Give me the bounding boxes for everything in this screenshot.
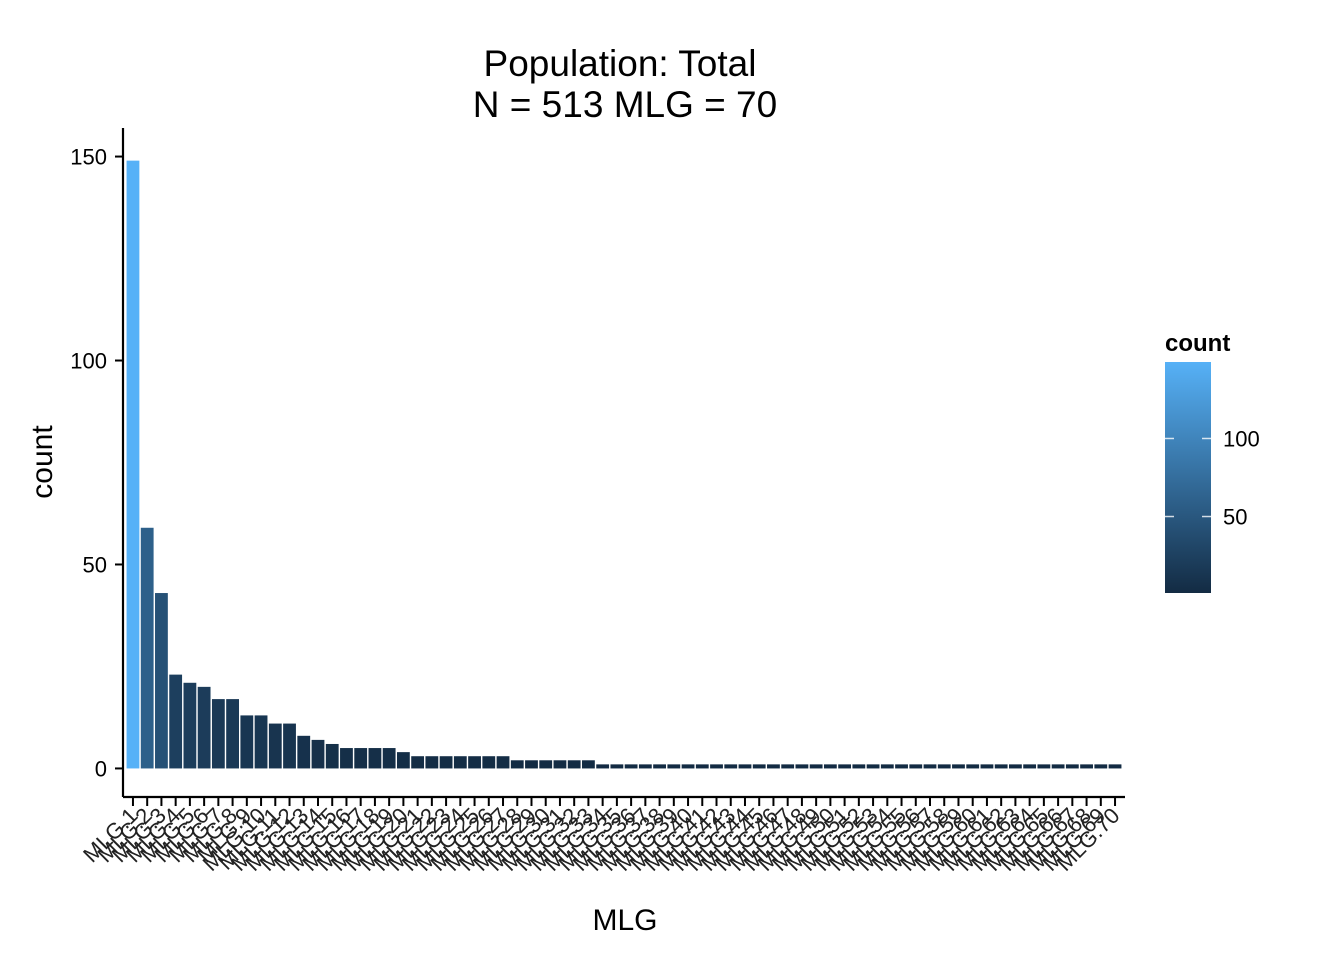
bar-43: [724, 764, 738, 769]
bar-69: [1094, 764, 1108, 769]
bar-19: [382, 748, 396, 769]
bar-3: [155, 593, 168, 769]
y-tick-label-100: 100: [70, 349, 107, 374]
bar-2: [140, 527, 154, 769]
chart-title-line2: N = 513 MLG = 70: [473, 84, 777, 125]
legend-title: count: [1165, 330, 1230, 357]
bar-23: [439, 756, 453, 769]
bar-30: [539, 760, 553, 769]
bar-47: [781, 764, 795, 769]
bar-44: [738, 764, 752, 769]
bar-7: [211, 699, 225, 769]
bar-1: [126, 160, 140, 769]
bar-33: [582, 760, 595, 769]
legend-label-100: 100: [1223, 426, 1260, 451]
chart-title-line1: Population: Total: [484, 43, 757, 84]
bar-45: [752, 764, 766, 769]
bar-49: [809, 764, 823, 769]
bar-56: [909, 764, 923, 769]
bar-31: [553, 760, 567, 769]
bar-29: [525, 760, 538, 769]
bar-46: [767, 764, 780, 769]
bar-61: [980, 764, 994, 769]
bar-38: [653, 764, 666, 769]
bar-59: [952, 764, 965, 769]
bar-64: [1023, 764, 1037, 769]
bar-65: [1037, 764, 1051, 769]
y-tick-label-0: 0: [95, 756, 107, 781]
legend-colorbar: [1165, 362, 1211, 593]
bar-52: [852, 764, 866, 769]
color-legend: count 50 100: [1165, 330, 1260, 593]
bar-37: [638, 764, 652, 769]
y-tick-label-150: 150: [70, 145, 107, 170]
bar-26: [482, 756, 496, 769]
bar-53: [866, 764, 880, 769]
bar-18: [368, 748, 382, 769]
bar-21: [411, 756, 425, 769]
bar-63: [1009, 764, 1022, 769]
bar-40: [681, 764, 695, 769]
bar-55: [895, 764, 908, 769]
bar-12: [283, 723, 296, 769]
bar-51: [838, 764, 852, 769]
bar-27: [496, 756, 510, 769]
x-axis-title: MLG: [592, 904, 657, 937]
bar-32: [567, 760, 581, 769]
bar-22: [425, 756, 439, 769]
bar-41: [695, 764, 709, 769]
bar-67: [1065, 764, 1079, 769]
bar-66: [1051, 764, 1065, 769]
x-axis: MLG.1MLG.2MLG.3MLG.4MLG.5MLG.6MLG.7MLG.8…: [78, 795, 1125, 876]
bar-42: [710, 764, 723, 769]
bar-14: [311, 739, 325, 769]
bar-34: [596, 764, 610, 769]
bar-48: [795, 764, 809, 769]
bar-8: [226, 699, 239, 769]
y-axis-title: count: [26, 425, 59, 499]
bar-9: [240, 715, 254, 769]
bar-58: [937, 764, 951, 769]
bar-5: [183, 682, 197, 769]
bar-60: [966, 764, 980, 769]
bar-24: [453, 756, 467, 769]
legend-label-50: 50: [1223, 505, 1247, 530]
bars-group: [126, 160, 1122, 769]
bar-36: [624, 764, 638, 769]
y-axis: 0 50 100 150: [70, 128, 125, 797]
bar-6: [197, 686, 211, 769]
bar-13: [297, 735, 311, 769]
bar-54: [880, 764, 894, 769]
bar-11: [268, 723, 282, 769]
bar-57: [923, 764, 937, 769]
bar-25: [468, 756, 481, 769]
bar-20: [396, 752, 410, 769]
bar-35: [610, 764, 624, 769]
y-tick-label-50: 50: [83, 552, 107, 577]
bar-39: [667, 764, 681, 769]
bar-68: [1080, 764, 1093, 769]
bar-62: [994, 764, 1008, 769]
bar-10: [254, 715, 268, 769]
bar-4: [169, 674, 183, 769]
bar-16: [340, 748, 353, 769]
bar-15: [325, 743, 339, 769]
bar-28: [510, 760, 524, 769]
bar-70: [1108, 764, 1122, 769]
bar-50: [823, 764, 837, 769]
bar-17: [354, 748, 368, 769]
